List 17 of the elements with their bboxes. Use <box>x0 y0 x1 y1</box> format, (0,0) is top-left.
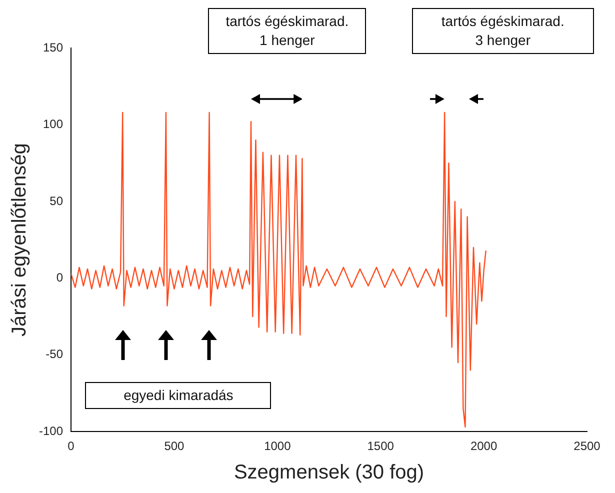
x-tick-label: 2500 <box>574 439 601 454</box>
x-tick-label: 1000 <box>264 439 292 454</box>
x-tick-label: 0 <box>68 439 75 454</box>
y-axis-title: Járási egyenlőtlenség <box>8 143 31 337</box>
y-tick-label: 0 <box>56 270 64 284</box>
x-tick-label: 2000 <box>470 439 498 454</box>
annotation: tartós égéskimarad. 1 henger <box>208 8 366 54</box>
x-tick-label: 1500 <box>367 439 394 454</box>
x-tick-label: 500 <box>164 439 185 454</box>
y-tick-label: -50 <box>46 347 64 362</box>
y-tick-label: -100 <box>38 424 64 438</box>
annotation: egyedi kimaradás <box>85 382 272 410</box>
x-axis-title: Szegmensek (30 fog) <box>234 462 424 484</box>
y-tick-label: 100 <box>42 117 64 132</box>
y-tick-label: 50 <box>50 194 64 208</box>
annotation: tartós égéskimarad. 3 henger <box>412 8 594 54</box>
y-tick-label: 150 <box>42 40 64 54</box>
